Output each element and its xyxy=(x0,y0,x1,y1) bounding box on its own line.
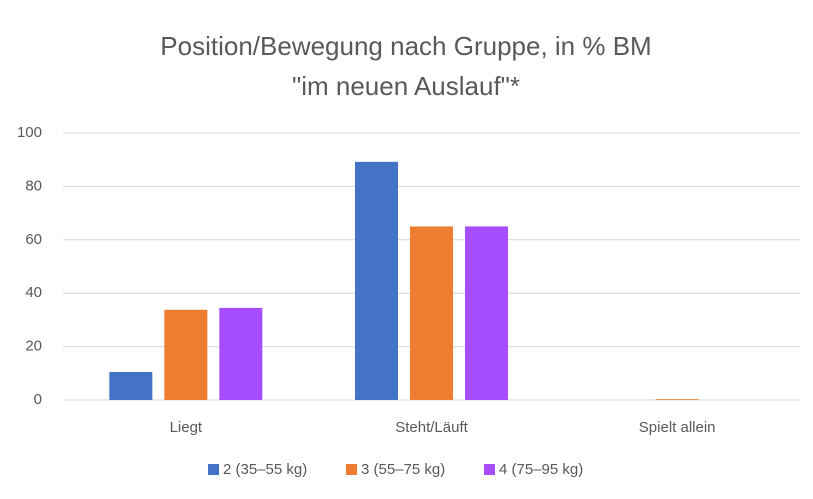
bar xyxy=(655,399,699,400)
y-tick-label: 100 xyxy=(17,124,42,141)
y-tick-label: 20 xyxy=(25,338,42,355)
bar xyxy=(164,309,208,400)
y-tick-label: 80 xyxy=(25,177,42,194)
x-tick-label: Spielt allein xyxy=(639,419,716,436)
x-tick-label: Steht/Läuft xyxy=(395,419,468,436)
x-tick-label: Liegt xyxy=(170,419,203,436)
chart-title: Position/Bewegung nach Gruppe, in % BM xyxy=(160,31,651,61)
legend-label: 3 (55–75 kg) xyxy=(361,461,445,478)
y-tick-label: 60 xyxy=(25,231,42,248)
legend-swatch xyxy=(346,464,357,475)
bar xyxy=(410,226,453,400)
legend-swatch xyxy=(484,464,495,475)
y-tick-label: 0 xyxy=(34,391,42,408)
bar xyxy=(355,161,398,400)
bar xyxy=(109,371,153,400)
bar xyxy=(219,307,263,400)
legend-label: 4 (75–95 kg) xyxy=(499,461,583,478)
legend-label: 2 (35–55 kg) xyxy=(223,461,307,478)
chart-title: "im neuen Auslauf"* xyxy=(292,71,520,101)
bar xyxy=(465,226,508,400)
legend-swatch xyxy=(208,464,219,475)
y-tick-label: 40 xyxy=(25,284,42,301)
